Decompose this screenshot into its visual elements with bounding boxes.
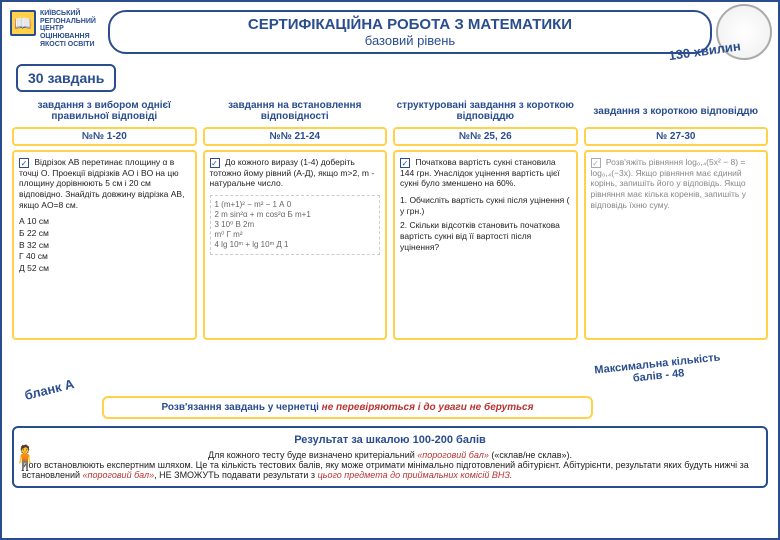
title-sub: базовий рівень (118, 33, 702, 48)
result-p2: Його встановлюють експертним шляхом. Це … (22, 460, 758, 480)
answer-d: Д 52 см (19, 263, 190, 274)
col-3-nums: №№ 25, 26 (393, 127, 578, 146)
col-4-body: ✓ Розв'яжіть рівняння log₀,₄(5x² − 8) = … (584, 150, 769, 340)
col-1-nums: №№ 1-20 (12, 127, 197, 146)
page-root: КИЇВСЬКИЙ РЕГІОНАЛЬНИЙ ЦЕНТР ОЦІНЮВАННЯ … (0, 0, 780, 540)
math-expressions: 1 (m+1)² − m² − 1 А 0 2 m sin²α + m cos²… (210, 195, 381, 255)
col-3-head: структуровані завдання з короткою відпов… (393, 97, 578, 125)
col-1: завдання з вибором однієї правильної від… (12, 97, 197, 340)
checkbox-icon: ✓ (210, 158, 220, 168)
note-pre: Розв'язання завдань у чернетці (162, 402, 322, 413)
col-1-text: Відрізок AB перетинає площину α в точці … (19, 157, 184, 210)
col-4-text: Розв'яжіть рівняння log₀,₄(5x² − 8) = lo… (591, 157, 746, 210)
result-p1: Для кожного тесту буде визначено критері… (22, 450, 758, 460)
note-red: не перевіряються і до уваги не беруться (322, 402, 534, 413)
col-3-body: ✓ Початкова вартість сукні становила 144… (393, 150, 578, 340)
list-item: 2. Скільки відсотків становить початкова… (400, 220, 571, 252)
col-1-body: ✓ Відрізок AB перетинає площину α в точц… (12, 150, 197, 340)
logo-text: КИЇВСЬКИЙ РЕГІОНАЛЬНИЙ ЦЕНТР ОЦІНЮВАННЯ … (40, 10, 96, 48)
blank-a-label: бланк А (23, 376, 76, 403)
checkbox-icon: ✓ (591, 158, 601, 168)
col-2-nums: №№ 21-24 (203, 127, 388, 146)
book-icon (10, 10, 36, 36)
answer-g: Г 40 см (19, 251, 190, 262)
max-score-cloud: Максимальна кількість балів - 48 (577, 350, 739, 391)
title-bar: СЕРТИФІКАЦІЙНА РОБОТА З МАТЕМАТИКИ базов… (108, 10, 712, 54)
checkbox-icon: ✓ (400, 158, 410, 168)
tasks-count-badge: 30 завдань (16, 64, 116, 92)
result-title: Результат за шкалою 100-200 балів (22, 434, 758, 446)
person-icon (10, 444, 38, 490)
col-2-body: ✓ До кожного виразу (1-4) доберіть тотож… (203, 150, 388, 340)
col-4-head: завдання з короткою відповіддю (584, 97, 769, 125)
answer-v: В 32 см (19, 240, 190, 251)
answer-a: А 10 см (19, 216, 190, 227)
logo: КИЇВСЬКИЙ РЕГІОНАЛЬНИЙ ЦЕНТР ОЦІНЮВАННЯ … (10, 10, 100, 48)
col-2-head: завдання на встановлення відповідності (203, 97, 388, 125)
col-4-nums: № 27-30 (584, 127, 769, 146)
col-2-text: До кожного виразу (1-4) доберіть тотожно… (210, 157, 375, 188)
answer-b: Б 22 см (19, 228, 190, 239)
checkbox-icon: ✓ (19, 158, 29, 168)
title-main: СЕРТИФІКАЦІЙНА РОБОТА З МАТЕМАТИКИ (118, 16, 702, 33)
col-1-head: завдання з вибором однієї правильної від… (12, 97, 197, 125)
col-3-list: 1. Обчисліть вартість сукні після уцінен… (400, 195, 571, 252)
columns: завдання з вибором однієї правильної від… (12, 97, 768, 340)
col-4: завдання з короткою відповіддю № 27-30 ✓… (584, 97, 769, 340)
result-box: Результат за шкалою 100-200 балів Для ко… (12, 426, 768, 488)
col-2: завдання на встановлення відповідності №… (203, 97, 388, 340)
list-item: 1. Обчисліть вартість сукні після уцінен… (400, 195, 571, 216)
draft-note: Розв'язання завдань у чернетці не переві… (102, 396, 593, 419)
col-3: структуровані завдання з короткою відпов… (393, 97, 578, 340)
col-1-answers: А 10 см Б 22 см В 32 см Г 40 см Д 52 см (19, 216, 190, 273)
col-3-text: Початкова вартість сукні становила 144 г… (400, 157, 560, 188)
